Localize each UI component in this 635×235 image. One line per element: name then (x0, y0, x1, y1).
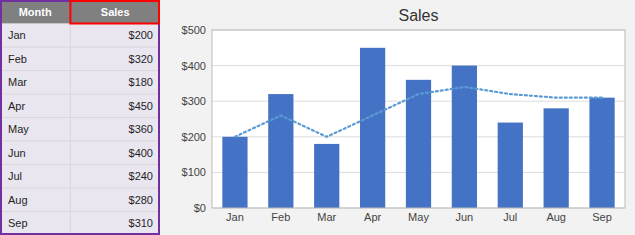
x-tick-label: Aug (546, 211, 566, 223)
table-value: $360 (129, 123, 153, 135)
bar (268, 94, 293, 208)
x-tick-label: Jun (456, 211, 474, 223)
y-tick-label: $100 (182, 166, 206, 178)
table-border (1, 1, 159, 234)
table-value: $240 (129, 170, 153, 182)
table-value: $200 (129, 29, 153, 41)
table-value: $400 (129, 147, 153, 159)
x-tick-label: Sep (592, 211, 612, 223)
table-rule (0, 117, 160, 118)
table-month: Apr (8, 100, 25, 112)
table-value: $320 (129, 53, 153, 65)
table-month: Mar (8, 76, 27, 88)
table-highlight (70, 1, 159, 24)
table: Month Sales Jan $200 Feb $320 Mar $180 Apr $450 Ma… (0, 0, 160, 235)
table-rule (0, 211, 160, 212)
x-tick-label: Jan (226, 211, 244, 223)
table-divider (70, 24, 71, 48)
table-divider (70, 212, 71, 235)
table-month: Jun (8, 147, 26, 159)
table-rule (0, 94, 160, 95)
y-tick-label: $200 (182, 131, 206, 143)
plot-frame (212, 30, 625, 208)
table-divider (70, 141, 71, 165)
bar (360, 48, 385, 208)
table-divider (70, 47, 71, 71)
x-tick-label: Mar (317, 211, 336, 223)
table-header-bg (0, 0, 160, 24)
table-divider (70, 118, 71, 142)
table-rule (0, 47, 160, 48)
table-month: Jan (8, 29, 26, 41)
table-rule (0, 164, 160, 165)
table-divider (70, 71, 71, 95)
marks (222, 48, 614, 208)
table-divider (70, 188, 71, 212)
y-tick-label: $0 (194, 202, 206, 214)
bar (222, 137, 247, 208)
table-month: Jul (8, 170, 22, 182)
plot-bg (212, 30, 625, 208)
bar (314, 144, 339, 208)
table-header: Month (19, 6, 52, 18)
table-header: Sales (101, 6, 130, 18)
grid-line (212, 65, 625, 66)
table-month: Feb (8, 53, 27, 65)
chart-root: Month Sales Jan $200 Feb $320 Mar $180 Apr $450 Ma… (0, 0, 635, 235)
median-line (235, 87, 602, 137)
bar (498, 123, 523, 208)
y-tick-label: $500 (182, 24, 206, 36)
table-month: Aug (8, 194, 28, 206)
table-value: $280 (129, 194, 153, 206)
table-rule (0, 188, 160, 189)
x-tick-label: Apr (364, 211, 381, 223)
table-rule (0, 70, 160, 71)
bar (589, 98, 614, 208)
y-tick-label: $400 (182, 60, 206, 72)
x-tick-label: Feb (271, 211, 290, 223)
x-tick-label: Jul (503, 211, 517, 223)
table-bg (0, 0, 160, 235)
table-divider (70, 94, 71, 118)
table-rule (0, 141, 160, 142)
title: Sales (398, 7, 438, 24)
table-divider (70, 165, 71, 189)
table-month: May (8, 123, 29, 135)
table-value: $180 (129, 76, 153, 88)
table-month: Sep (8, 217, 28, 229)
table-value: $450 (129, 100, 153, 112)
x-tick-label: May (408, 211, 429, 223)
y-tick-label: $300 (182, 95, 206, 107)
bar (544, 108, 569, 208)
table-value: $310 (129, 217, 153, 229)
